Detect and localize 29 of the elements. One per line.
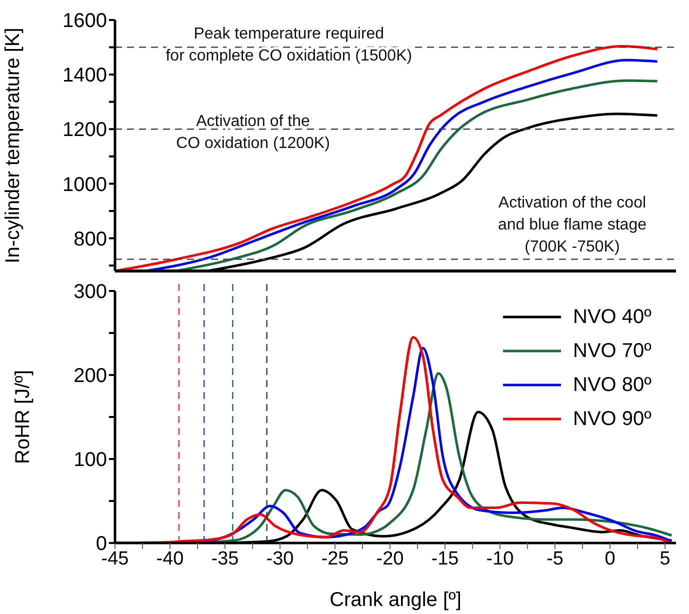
x-tick-label: -40 xyxy=(156,548,184,570)
y-tick-label: 1200 xyxy=(62,119,107,142)
x-tick-label: 5 xyxy=(660,548,670,570)
legend-label: NVO 70º xyxy=(573,340,652,362)
x-tick-label: -35 xyxy=(211,548,239,570)
y-tick-label: 300 xyxy=(74,281,107,304)
y-tick-label: 800 xyxy=(74,228,107,250)
legend-label: NVO 80º xyxy=(573,374,652,396)
y-axis-title: RoHR [J/º] xyxy=(12,370,34,464)
legend-label: NVO 40º xyxy=(573,306,652,328)
x-tick-label: -20 xyxy=(376,548,404,570)
legend-label: NVO 90º xyxy=(573,408,652,430)
y-tick-label: 100 xyxy=(74,449,107,472)
x-tick-label: -10 xyxy=(486,548,514,570)
ref-line-label: Activation of the cool and blue flame stage (700K -750K) xyxy=(498,194,647,256)
x-tick-label: -25 xyxy=(321,548,349,570)
ref-line-label: Activation of the CO oxidation (1200K) xyxy=(176,113,330,152)
x-axis-title: Crank angle [º] xyxy=(330,589,462,611)
x-tick-label: -30 xyxy=(266,548,294,570)
y-tick-label: 1400 xyxy=(62,64,107,87)
x-tick-label: -5 xyxy=(546,548,564,570)
ref-line-label: Peak temperature required for complete CO oxidation (1500K) xyxy=(166,26,412,65)
x-tick-label: -15 xyxy=(431,548,459,570)
y-axis-title: In-cylinder temperature [K] xyxy=(2,28,24,264)
y-tick-label: 1000 xyxy=(62,174,107,196)
y-tick-label: 200 xyxy=(74,365,107,388)
y-tick-label: 1600 xyxy=(62,10,107,32)
x-tick-label: 0 xyxy=(604,548,616,570)
y-tick-label: 0 xyxy=(96,533,107,556)
